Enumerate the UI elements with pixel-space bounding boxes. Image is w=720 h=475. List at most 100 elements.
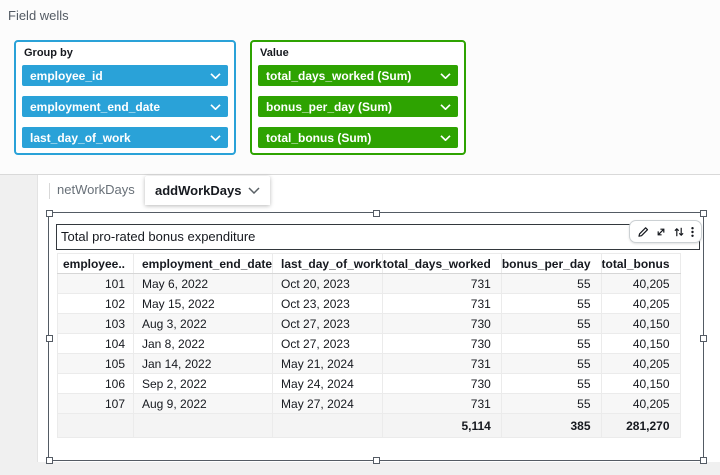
cell: 40,205 [600,353,681,374]
cell: 103 [57,313,134,334]
table-row: 106 Sep 2, 2022 May 24, 2024 730 55 40,1… [57,373,681,394]
sheet-canvas: netWorkDays addWorkDays Total pro-rated … [0,174,720,475]
column-header-last-day-of-work[interactable]: last_day_of_work [272,253,383,274]
field-pill-label: employment_end_date [30,99,161,114]
pivot-table: employee.. employment_end_date last_day_… [57,253,681,438]
visual-title[interactable]: Total pro-rated bonus expenditure [56,224,700,250]
cell: 40,150 [600,313,681,334]
cell: 40,205 [600,273,681,294]
cell: 101 [57,273,134,294]
resize-handle-bottom-center[interactable] [373,457,380,464]
value-label: Value [260,47,289,59]
field-pill-label: bonus_per_day (Sum) [266,99,393,114]
total-cell: 5,114 [381,413,502,438]
cell: Oct 20, 2023 [272,273,383,294]
table-row: 103 Aug 3, 2022 Oct 27, 2023 730 55 40,1… [57,313,681,334]
chevron-down-icon [440,72,451,79]
total-cell [272,413,383,438]
field-pill-label: last_day_of_work [30,130,131,145]
chevron-down-icon [210,103,221,110]
cell: 55 [500,393,602,414]
column-header-employee-id[interactable]: employee.. [57,253,134,274]
column-header-total-days-worked[interactable]: total_days_worked [381,253,502,274]
table-header-row: employee.. employment_end_date last_day_… [57,253,681,274]
canvas-left-gutter [0,175,38,475]
cell: 104 [57,333,134,354]
field-pill-employee-id[interactable]: employee_id [22,65,228,86]
cell: Sep 2, 2022 [132,373,274,394]
cell: Aug 9, 2022 [132,393,274,414]
cell: 730 [381,333,502,354]
total-cell [57,413,134,438]
visual-toolbar [629,220,702,243]
tab-networkdays[interactable]: netWorkDays [57,182,135,197]
cell: 105 [57,353,134,374]
chevron-down-icon [210,72,221,79]
table-row: 102 May 15, 2022 Oct 23, 2023 731 55 40,… [57,293,681,314]
cell: 55 [500,333,602,354]
edit-icon[interactable] [636,225,650,239]
column-header-total-bonus[interactable]: total_bonus [600,253,681,274]
cell: May 24, 2024 [272,373,383,394]
field-pill-employment-end-date[interactable]: employment_end_date [22,96,228,117]
cell: 730 [381,373,502,394]
cell: 40,150 [600,373,681,394]
field-pill-total-days-worked-sum[interactable]: total_days_worked (Sum) [258,65,458,86]
chevron-down-icon [440,103,451,110]
maximize-icon[interactable] [654,225,668,239]
cell: 102 [57,293,134,314]
resize-handle-mid-right[interactable] [700,335,707,342]
resize-handle-bottom-left[interactable] [46,457,53,464]
total-cell: 281,270 [600,413,681,438]
chevron-down-icon [440,134,451,141]
cell: 40,205 [600,293,681,314]
resize-handle-top-left[interactable] [46,210,53,217]
resize-handle-top-center[interactable] [373,210,380,217]
cell: 55 [500,353,602,374]
table-row: 104 Jan 8, 2022 Oct 27, 2023 730 55 40,1… [57,333,681,354]
group-by-well: Group by employee_id employment_end_date… [14,40,236,155]
cell: May 21, 2024 [272,353,383,374]
field-wells-panel: Field wells Group by employee_id employm… [0,0,720,174]
cell: 55 [500,293,602,314]
cell: 106 [57,373,134,394]
cell: 731 [381,353,502,374]
canvas-bottom-gutter [0,462,720,475]
field-wells-title: Field wells [8,8,69,23]
field-pill-total-bonus-sum[interactable]: total_bonus (Sum) [258,127,458,148]
cell: 55 [500,373,602,394]
tab-addworkdays[interactable]: addWorkDays [145,176,271,205]
field-pill-bonus-per-day-sum[interactable]: bonus_per_day (Sum) [258,96,458,117]
cell: May 27, 2024 [272,393,383,414]
cell: 55 [500,273,602,294]
visual-selection-frame: Total pro-rated bonus expenditure employ… [48,212,704,461]
chevron-down-icon [210,134,221,141]
cell: Aug 3, 2022 [132,313,274,334]
swap-icon[interactable] [672,225,686,239]
cell: May 15, 2022 [132,293,274,314]
tab-divider [49,183,50,199]
chevron-down-icon[interactable] [248,187,260,194]
menu-icon[interactable] [690,225,695,239]
cell: 55 [500,313,602,334]
column-header-employment-end-date[interactable]: employment_end_date [132,253,274,274]
table-row: 101 May 6, 2022 Oct 20, 2023 731 55 40,2… [57,273,681,294]
table-row: 107 Aug 9, 2022 May 27, 2024 731 55 40,2… [57,393,681,414]
total-cell [132,413,274,438]
cell: 107 [57,393,134,414]
table-totals-row: 5,114 385 281,270 [57,413,681,438]
column-header-bonus-per-day[interactable]: bonus_per_day [500,253,602,274]
value-well: Value total_days_worked (Sum) bonus_per_… [250,40,466,155]
cell: May 6, 2022 [132,273,274,294]
cell: 730 [381,313,502,334]
group-by-label: Group by [24,47,73,59]
resize-handle-mid-left[interactable] [46,335,53,342]
cell: 731 [381,393,502,414]
resize-handle-bottom-right[interactable] [700,457,707,464]
cell: 731 [381,273,502,294]
table-row: 105 Jan 14, 2022 May 21, 2024 731 55 40,… [57,353,681,374]
cell: 40,205 [600,393,681,414]
field-pill-last-day-of-work[interactable]: last_day_of_work [22,127,228,148]
resize-handle-top-right[interactable] [700,210,707,217]
field-pill-label: employee_id [30,68,103,83]
